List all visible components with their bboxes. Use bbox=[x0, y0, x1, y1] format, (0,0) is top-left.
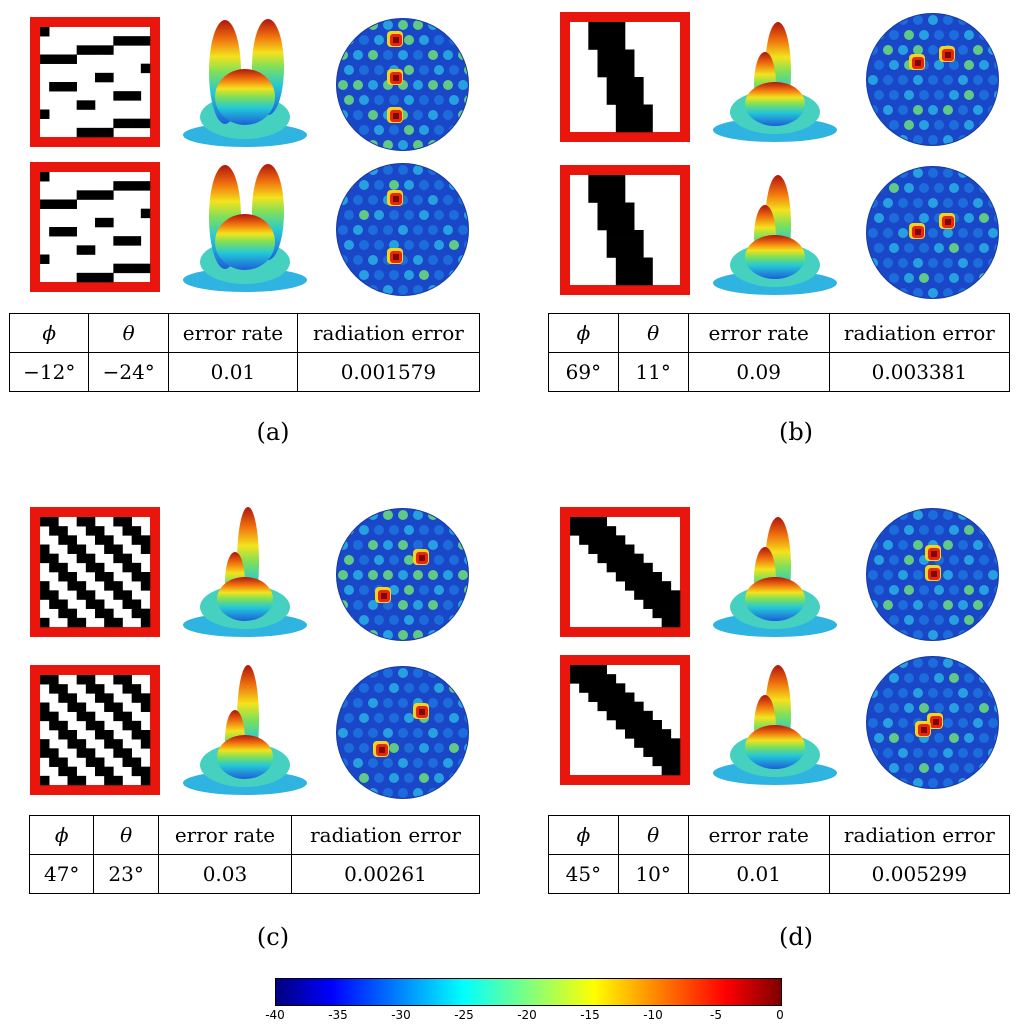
theta-header: θ bbox=[617, 815, 689, 855]
panel-caption: (b) bbox=[778, 418, 814, 446]
table-row: −12° −24° 0.01 0.001579 bbox=[8, 352, 481, 392]
theta-value: 10° bbox=[617, 854, 689, 894]
parameter-table: ϕ θ error rate radiation error 69° 11° 0… bbox=[548, 313, 1011, 392]
colorbar-tick: 0 bbox=[776, 1008, 784, 1022]
colorbar-tick: -35 bbox=[328, 1008, 348, 1022]
colorbar: -40 -35 -30 -25 -20 -15 -10 -5 0 bbox=[265, 978, 784, 1028]
radiation-heatmap bbox=[866, 508, 999, 641]
figure-row-top bbox=[0, 507, 480, 647]
table-header-row: ϕ θ error rate radiation error bbox=[8, 313, 481, 353]
radiation-error-header: radiation error bbox=[296, 313, 481, 353]
radiation-error-value: 0.00261 bbox=[291, 854, 480, 894]
parameter-table: ϕ θ error rate radiation error −12° −24°… bbox=[8, 313, 481, 392]
radiation-heatmap bbox=[336, 163, 469, 296]
radiation-pattern-3d bbox=[183, 507, 307, 637]
table-header-row: ϕ θ error rate radiation error bbox=[548, 313, 1011, 353]
figure-row-bottom bbox=[530, 165, 1010, 305]
radiation-error-header: radiation error bbox=[291, 815, 480, 855]
colorbar-tick: -30 bbox=[391, 1008, 411, 1022]
phi-header: ϕ bbox=[548, 313, 619, 353]
panel-caption: (c) bbox=[256, 923, 290, 951]
figure-row-top bbox=[0, 17, 480, 157]
radiation-error-value: 0.005299 bbox=[828, 854, 1011, 894]
radiation-pattern-3d bbox=[183, 164, 307, 292]
colorbar-tick: -15 bbox=[580, 1008, 600, 1022]
figure-row-bottom bbox=[0, 665, 480, 805]
radiation-pattern-3d bbox=[183, 665, 307, 795]
metasurface-matrix bbox=[30, 665, 160, 795]
phi-header: ϕ bbox=[8, 313, 90, 353]
radiation-heatmap bbox=[336, 508, 469, 641]
error-rate-value: 0.09 bbox=[687, 352, 830, 392]
error-rate-header: error rate bbox=[167, 313, 298, 353]
metasurface-matrix bbox=[560, 12, 690, 142]
metasurface-matrix bbox=[30, 507, 160, 637]
metasurface-matrix bbox=[560, 165, 690, 295]
phi-header: ϕ bbox=[28, 815, 95, 855]
colorbar-tick: -25 bbox=[454, 1008, 474, 1022]
panel-d: ϕ θ error rate radiation error 45° 10° 0… bbox=[530, 490, 1011, 960]
radiation-heatmap bbox=[866, 166, 999, 299]
theta-value: −24° bbox=[88, 352, 169, 392]
panel-c: ϕ θ error rate radiation error 47° 23° 0… bbox=[0, 490, 480, 960]
radiation-pattern-3d bbox=[713, 175, 837, 295]
theta-value: 23° bbox=[93, 854, 159, 894]
figure-row-top bbox=[530, 12, 1010, 152]
radiation-pattern-3d bbox=[713, 22, 837, 142]
table-header-row: ϕ θ error rate radiation error bbox=[28, 815, 480, 855]
phi-value: 45° bbox=[548, 854, 619, 894]
error-rate-value: 0.01 bbox=[687, 854, 830, 894]
phi-value: 47° bbox=[28, 854, 95, 894]
radiation-error-value: 0.001579 bbox=[296, 352, 481, 392]
colorbar-tick: -20 bbox=[517, 1008, 537, 1022]
metasurface-matrix bbox=[30, 17, 160, 147]
error-rate-header: error rate bbox=[157, 815, 293, 855]
panel-caption: (d) bbox=[778, 923, 814, 951]
error-rate-header: error rate bbox=[687, 815, 830, 855]
phi-header: ϕ bbox=[548, 815, 619, 855]
table-row: 47° 23° 0.03 0.00261 bbox=[28, 854, 480, 894]
metasurface-matrix bbox=[560, 655, 690, 785]
colorbar-gradient bbox=[275, 978, 782, 1006]
phi-value: 69° bbox=[548, 352, 619, 392]
table-row: 45° 10° 0.01 0.005299 bbox=[548, 854, 1011, 894]
radiation-error-value: 0.003381 bbox=[828, 352, 1011, 392]
radiation-pattern-3d bbox=[713, 517, 837, 637]
panel-caption: (a) bbox=[256, 418, 290, 446]
radiation-heatmap bbox=[866, 13, 999, 146]
table-header-row: ϕ θ error rate radiation error bbox=[548, 815, 1011, 855]
colorbar-tick: -5 bbox=[710, 1008, 722, 1022]
parameter-table: ϕ θ error rate radiation error 47° 23° 0… bbox=[28, 815, 480, 894]
radiation-heatmap bbox=[866, 656, 999, 789]
error-rate-value: 0.01 bbox=[167, 352, 298, 392]
panel-a: ϕ θ error rate radiation error −12° −24°… bbox=[0, 0, 481, 460]
figure-row-bottom bbox=[0, 162, 480, 302]
theta-header: θ bbox=[617, 313, 689, 353]
table-row: 69° 11° 0.09 0.003381 bbox=[548, 352, 1011, 392]
phi-value: −12° bbox=[8, 352, 90, 392]
metasurface-matrix bbox=[30, 162, 160, 292]
radiation-heatmap bbox=[336, 666, 469, 799]
theta-value: 11° bbox=[617, 352, 689, 392]
radiation-pattern-3d bbox=[713, 665, 837, 785]
colorbar-tick: -40 bbox=[265, 1008, 285, 1022]
radiation-pattern-3d bbox=[183, 19, 307, 147]
parameter-table: ϕ θ error rate radiation error 45° 10° 0… bbox=[548, 815, 1011, 894]
metasurface-matrix bbox=[560, 507, 690, 637]
radiation-heatmap bbox=[336, 18, 469, 151]
theta-header: θ bbox=[93, 815, 159, 855]
radiation-error-header: radiation error bbox=[828, 313, 1011, 353]
colorbar-tick: -10 bbox=[643, 1008, 663, 1022]
error-rate-header: error rate bbox=[687, 313, 830, 353]
error-rate-value: 0.03 bbox=[157, 854, 293, 894]
figure-row-top bbox=[530, 507, 1010, 647]
radiation-error-header: radiation error bbox=[828, 815, 1011, 855]
panel-b: ϕ θ error rate radiation error 69° 11° 0… bbox=[530, 0, 1011, 460]
figure-row-bottom bbox=[530, 655, 1010, 795]
theta-header: θ bbox=[88, 313, 169, 353]
